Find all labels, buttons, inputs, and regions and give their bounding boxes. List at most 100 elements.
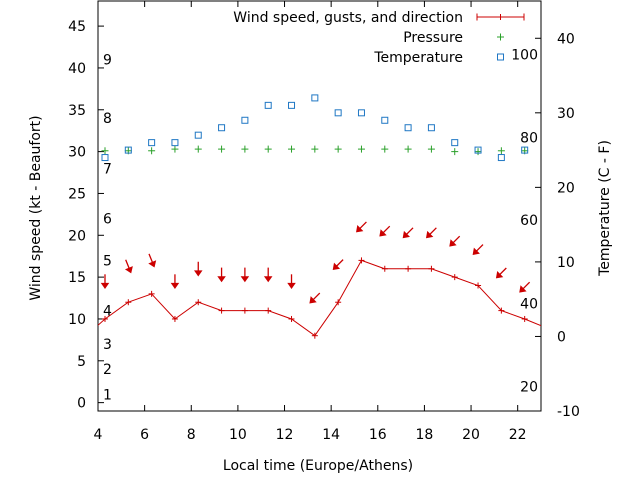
- wind-speed-point: [451, 274, 458, 281]
- wind-speed-point: [171, 315, 178, 322]
- wind-arrow-head: [425, 230, 434, 239]
- y-left-tick-label: 40: [68, 61, 86, 77]
- wind-arrow-head: [124, 266, 133, 274]
- wind-arrow-head: [217, 276, 226, 283]
- wind-arrow: [449, 235, 461, 247]
- wind-arrow-head: [100, 282, 110, 290]
- wind-speed-point: [195, 299, 202, 306]
- wind-arrow: [519, 281, 531, 293]
- temperature-point: [241, 116, 249, 124]
- wind-speed-point: [521, 315, 528, 322]
- wind-speed-point: [218, 307, 225, 314]
- beaufort-label: 4: [103, 304, 112, 320]
- x-axis-ticks: 4 6 8 10 12 14 16 18 20 22: [94, 1, 527, 443]
- wind-arrow-head: [263, 276, 273, 283]
- fahrenheit-label: 100: [511, 48, 538, 64]
- wind-arrow-head: [332, 262, 341, 271]
- temperature-point: [171, 139, 179, 147]
- wind-speed-point: [428, 265, 435, 272]
- x-tick-label: 10: [229, 427, 247, 443]
- wind-arrow-head: [148, 260, 157, 268]
- wind-arrow-head: [309, 296, 317, 304]
- wind-speed-point: [311, 332, 318, 339]
- wind-arrow: [356, 221, 367, 233]
- temperature-point: [381, 116, 389, 124]
- wind-speed-series: [98, 257, 541, 339]
- wind-arrow: [193, 261, 203, 277]
- temperature-series: [101, 94, 529, 162]
- wind-arrow: [148, 253, 157, 268]
- y-left-tick-label: 0: [77, 396, 86, 412]
- legend-wind-marker: [497, 14, 504, 20]
- wind-arrow-head: [170, 282, 180, 290]
- y-left-tick-label: 20: [68, 228, 86, 244]
- legend-label-temperature: Temperature: [373, 50, 463, 66]
- wind-speed-point: [335, 299, 342, 306]
- temperature-point: [497, 154, 505, 162]
- wind-arrow-head: [193, 270, 203, 277]
- y-right-tick-label: 10: [557, 255, 575, 271]
- legend-label-wind: Wind speed, gusts, and direction: [233, 10, 463, 26]
- wind-speed-point: [475, 282, 482, 289]
- fahrenheit-label: 40: [520, 297, 538, 313]
- wind-speed-point: [288, 315, 295, 322]
- wind-arrow-head: [356, 225, 364, 233]
- temperature-point: [101, 154, 109, 162]
- temperature-point: [357, 109, 365, 117]
- fahrenheit-scale-labels: 20 40 60 80 100: [511, 48, 538, 396]
- pressure-point: [264, 145, 272, 153]
- x-tick-label: 20: [462, 427, 480, 443]
- wind-arrow: [332, 259, 344, 271]
- beaufort-label: 9: [103, 53, 112, 69]
- wind-arrow-head: [402, 230, 410, 239]
- wind-arrow: [402, 227, 414, 239]
- y-right-tick-label: 40: [557, 31, 575, 47]
- pressure-point: [427, 145, 435, 153]
- pressure-point: [194, 145, 202, 153]
- x-tick-label: 22: [509, 427, 527, 443]
- beaufort-label: 1: [103, 387, 112, 403]
- beaufort-label: 2: [103, 362, 112, 378]
- pressure-point: [381, 145, 389, 153]
- beaufort-scale-labels: 1 2 3 4 5 6 7 8 9: [103, 53, 112, 404]
- legend-temperature-marker: [497, 53, 504, 61]
- wind-arrow: [287, 274, 296, 290]
- wind-speed-point: [381, 265, 388, 272]
- fahrenheit-label: 60: [520, 213, 538, 229]
- wind-speed-point: [498, 307, 505, 314]
- x-tick-label: 14: [322, 427, 340, 443]
- y-left-tick-label: 5: [77, 354, 86, 370]
- wind-arrow-head: [379, 229, 387, 237]
- x-tick-label: 18: [416, 427, 434, 443]
- y-right-tick-label: 30: [557, 106, 575, 122]
- wind-speed-point: [148, 290, 155, 297]
- wind-direction-arrows: [100, 221, 531, 304]
- legend-symbol-wind: [476, 13, 525, 21]
- beaufort-label: 7: [103, 161, 112, 177]
- wind-speed-point: [241, 307, 248, 314]
- y-left-axis-title: Wind speed (kt - Beaufort): [28, 115, 44, 300]
- y-left-tick-label: 15: [68, 270, 86, 286]
- beaufort-label: 3: [103, 337, 112, 353]
- beaufort-label: 5: [103, 253, 112, 269]
- y-left-tick-label: 35: [68, 103, 86, 119]
- temperature-point: [288, 101, 296, 109]
- temperature-point: [311, 94, 319, 102]
- y-left-axis-ticks: 0 5 10 15 20 25 30 35 40 45: [68, 19, 104, 412]
- pressure-point: [171, 145, 179, 153]
- y-right-tick-label: -10: [557, 404, 580, 420]
- temperature-point: [451, 139, 459, 147]
- wind-arrow: [495, 267, 507, 279]
- wind-arrow-head: [287, 282, 296, 290]
- wind-speed-point: [405, 265, 412, 272]
- wind-speed-point: [265, 307, 272, 314]
- y-left-tick-label: 30: [68, 145, 86, 161]
- x-tick-label: 6: [140, 427, 149, 443]
- wind-arrow-head: [472, 247, 480, 255]
- temperature-point: [194, 131, 202, 139]
- temperature-point: [427, 124, 435, 132]
- temperature-point: [218, 124, 226, 132]
- x-axis-title: Local time (Europe/Athens): [223, 458, 413, 474]
- y-left-tick-label: 45: [68, 19, 86, 35]
